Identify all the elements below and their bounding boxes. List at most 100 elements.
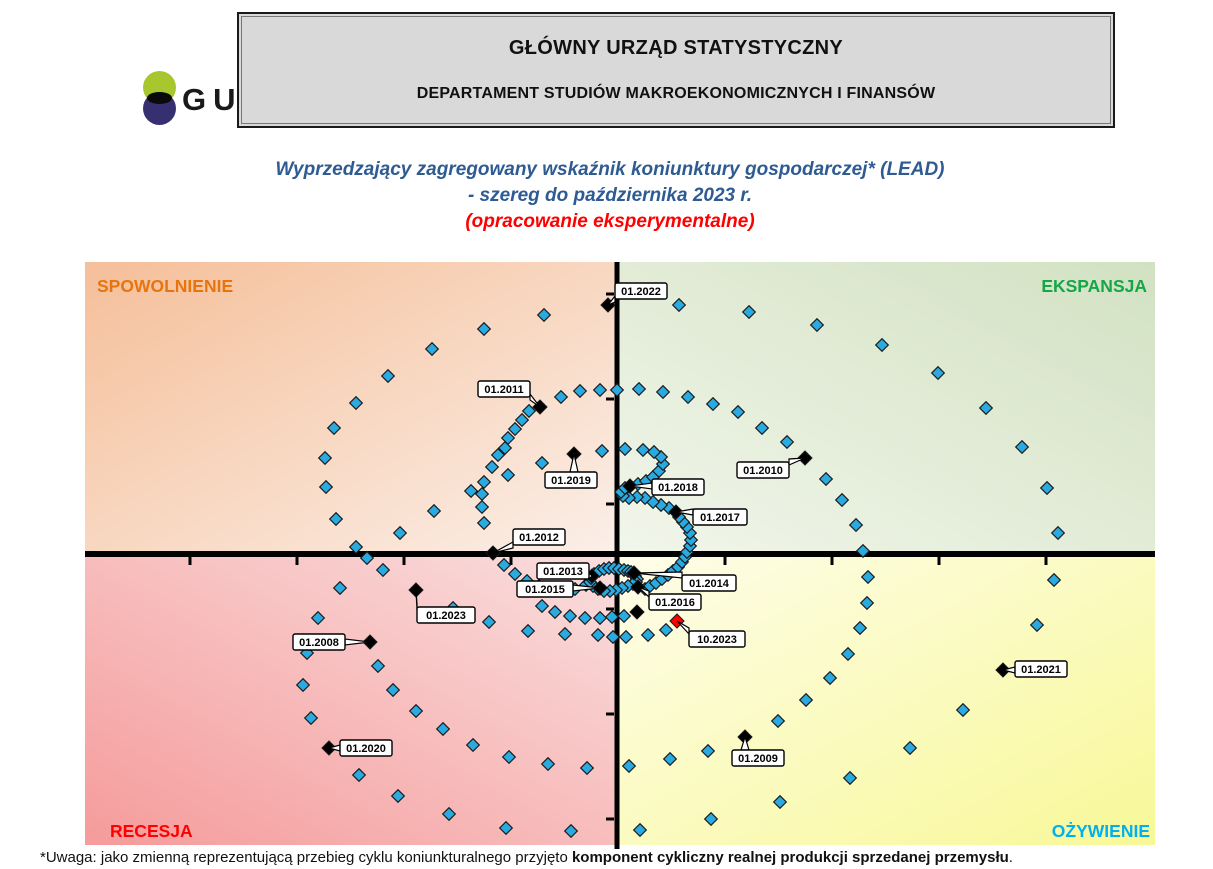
data-point xyxy=(705,396,721,412)
data-point xyxy=(662,751,678,767)
quadrant-label-ożywienie: OŻYWIENIE xyxy=(1052,821,1150,841)
date-label-box xyxy=(1014,660,1068,678)
data-point xyxy=(671,297,687,313)
data-point xyxy=(465,737,481,753)
data-point xyxy=(348,395,364,411)
data-point xyxy=(640,627,656,643)
data-point xyxy=(842,770,858,786)
quadrant-label-recesja: RECESJA xyxy=(110,821,193,841)
data-point xyxy=(779,434,795,450)
data-point xyxy=(577,610,593,626)
date-label-01.2022: 01.2022 xyxy=(621,286,661,298)
data-point xyxy=(579,760,595,776)
data-point xyxy=(1039,480,1055,496)
data-point xyxy=(1050,525,1066,541)
data-point xyxy=(658,622,674,638)
data-point xyxy=(326,420,342,436)
data-point xyxy=(834,492,850,508)
quadrant-recesja xyxy=(85,554,617,845)
date-label-box xyxy=(339,739,393,757)
x-axis xyxy=(85,551,1155,557)
data-point xyxy=(840,646,856,662)
data-point xyxy=(553,389,569,405)
x-axis-tick xyxy=(295,557,299,565)
x-axis-tick xyxy=(937,557,941,565)
data-point xyxy=(852,620,868,636)
date-label-box xyxy=(614,282,668,300)
data-point xyxy=(507,566,523,582)
data-point xyxy=(476,474,492,490)
date-label-box xyxy=(477,380,531,398)
data-point xyxy=(683,532,699,548)
date-label-box xyxy=(544,471,598,489)
chart-title-line1: Wyprzedzający zagregowany wskaźnik koniu… xyxy=(275,159,945,180)
data-point xyxy=(303,710,319,726)
data-point xyxy=(754,420,770,436)
data-point xyxy=(481,614,497,630)
data-point xyxy=(930,365,946,381)
date-label-box xyxy=(516,580,574,598)
data-point xyxy=(818,471,834,487)
date-label-box xyxy=(648,593,702,611)
data-point xyxy=(380,368,396,384)
data-point xyxy=(370,658,386,674)
data-point xyxy=(536,307,552,323)
data-point xyxy=(1029,617,1045,633)
data-point xyxy=(680,389,696,405)
data-point xyxy=(390,788,406,804)
date-label-01.2009: 01.2009 xyxy=(738,753,778,765)
data-point xyxy=(655,384,671,400)
date-label-01.2013: 01.2013 xyxy=(543,566,583,578)
date-label-box xyxy=(681,574,737,592)
data-point xyxy=(848,517,864,533)
date-label-box xyxy=(292,633,346,651)
y-axis-tick xyxy=(606,397,614,401)
data-point xyxy=(1046,572,1062,588)
data-point xyxy=(514,412,530,428)
date-label-01.2016: 01.2016 xyxy=(655,597,695,609)
x-axis-tick xyxy=(1044,557,1048,565)
data-point xyxy=(408,703,424,719)
date-label-01.2014: 01.2014 xyxy=(689,578,730,590)
date-label-01.2012: 01.2012 xyxy=(519,532,559,544)
data-point xyxy=(860,569,876,585)
data-point xyxy=(484,459,500,475)
data-point xyxy=(348,539,364,555)
date-label-10.2023: 10.2023 xyxy=(697,634,737,646)
data-point xyxy=(798,692,814,708)
quadrant-label-ekspansja: EKSPANSJA xyxy=(1041,276,1147,296)
data-point xyxy=(435,721,451,737)
date-label-01.2018: 01.2018 xyxy=(658,482,698,494)
date-label-box xyxy=(736,461,790,479)
quadrant-label-spowolnienie: SPOWOLNIENIE xyxy=(97,276,233,296)
y-axis-tick xyxy=(606,712,614,716)
data-point xyxy=(385,682,401,698)
data-point xyxy=(426,503,442,519)
date-label-01.2021: 01.2021 xyxy=(1021,664,1061,676)
chart-title-block: Wyprzedzający zagregowany wskaźnik koniu… xyxy=(60,157,1160,235)
data-point xyxy=(498,820,514,836)
chart-title-line2: - szereg do października 2023 r. xyxy=(467,185,753,206)
x-axis-tick xyxy=(402,557,406,565)
date-label-box xyxy=(536,562,590,580)
logo-lens-icon xyxy=(147,92,172,104)
data-point xyxy=(317,450,333,466)
data-point xyxy=(590,627,606,643)
data-point xyxy=(572,383,588,399)
header-box: GŁÓWNY URZĄD STATYSTYCZNY DEPARTAMENT ST… xyxy=(237,12,1115,128)
data-point xyxy=(507,421,523,437)
data-point xyxy=(700,743,716,759)
x-axis-tick xyxy=(723,557,727,565)
data-point xyxy=(392,525,408,541)
data-point xyxy=(822,670,838,686)
data-point xyxy=(859,595,875,611)
data-point xyxy=(474,499,490,515)
data-point xyxy=(295,677,311,693)
date-label-box xyxy=(688,630,746,648)
data-point xyxy=(730,404,746,420)
data-point xyxy=(703,811,719,827)
department-name: DEPARTAMENT STUDIÓW MAKROEKONOMICZNYCH I… xyxy=(416,84,936,102)
x-axis-tick xyxy=(188,557,192,565)
